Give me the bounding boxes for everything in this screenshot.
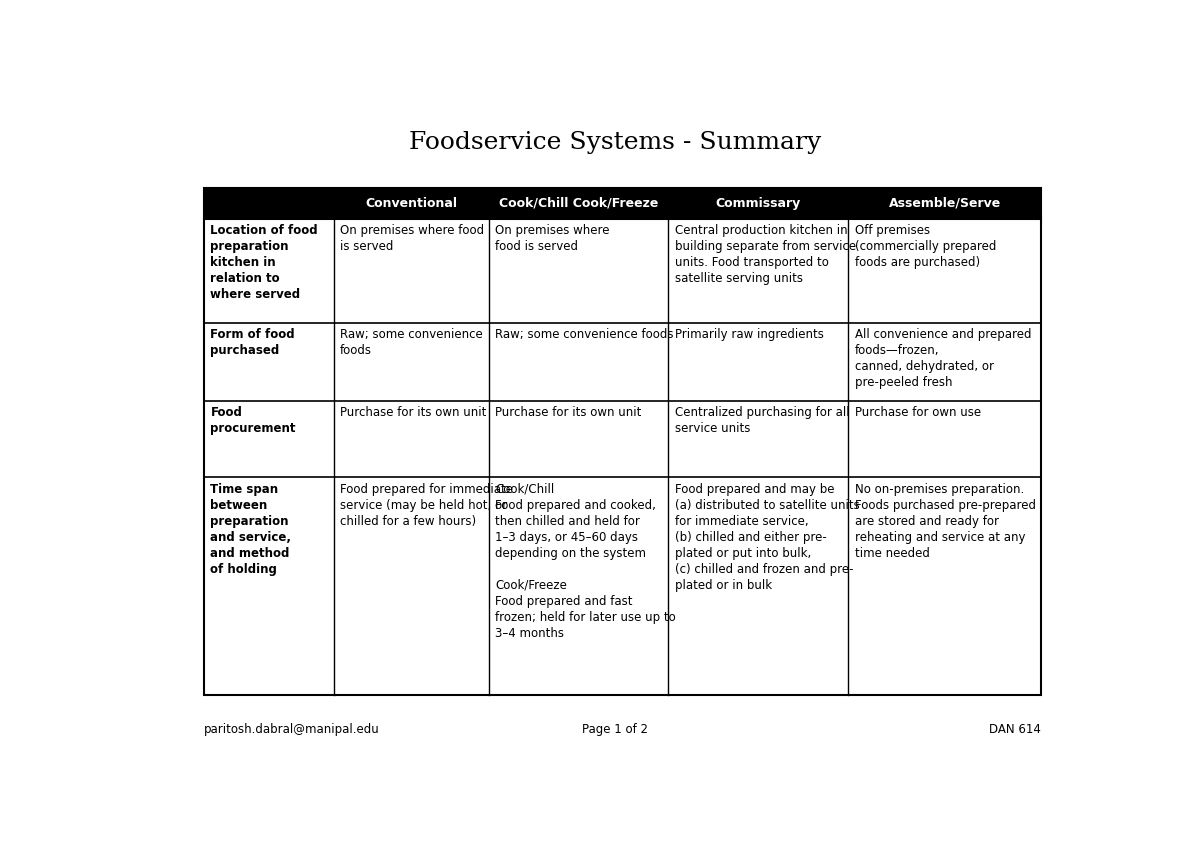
Text: Centralized purchasing for all
service units: Centralized purchasing for all service u… (674, 407, 850, 436)
Text: Purchase for its own unit: Purchase for its own unit (496, 407, 642, 419)
Text: Off premises
(commercially prepared
foods are purchased): Off premises (commercially prepared food… (854, 224, 996, 269)
Text: Raw; some convenience foods: Raw; some convenience foods (496, 328, 673, 340)
Text: Cook/Chill Cook/Freeze: Cook/Chill Cook/Freeze (499, 197, 658, 210)
Text: Conventional: Conventional (365, 197, 457, 210)
Text: All convenience and prepared
foods—frozen,
canned, dehydrated, or
pre-peeled fre: All convenience and prepared foods—froze… (854, 328, 1032, 389)
Text: DAN 614: DAN 614 (989, 723, 1040, 736)
Text: Food prepared and may be
(a) distributed to satellite units
for immediate servic: Food prepared and may be (a) distributed… (674, 482, 859, 592)
Text: Commissary: Commissary (716, 197, 802, 210)
Text: Location of food
preparation
kitchen in
relation to
where served: Location of food preparation kitchen in … (210, 224, 318, 301)
Bar (204, 188, 1040, 695)
Text: Central production kitchen in
building separate from service
units. Food transpo: Central production kitchen in building s… (674, 224, 856, 285)
Text: Foodservice Systems - Summary: Foodservice Systems - Summary (409, 131, 821, 154)
Text: Purchase for own use: Purchase for own use (854, 407, 982, 419)
Text: Raw; some convenience
foods: Raw; some convenience foods (340, 328, 482, 357)
Text: No on-premises preparation.
Foods purchased pre-prepared
are stored and ready fo: No on-premises preparation. Foods purcha… (854, 482, 1036, 559)
Text: Page 1 of 2: Page 1 of 2 (582, 723, 648, 736)
Text: paritosh.dabral@manipal.edu: paritosh.dabral@manipal.edu (204, 723, 379, 736)
Text: Assemble/Serve: Assemble/Serve (888, 197, 1001, 210)
Text: On premises where
food is served: On premises where food is served (496, 224, 610, 253)
Text: Food
procurement: Food procurement (210, 407, 296, 436)
Text: Primarily raw ingredients: Primarily raw ingredients (674, 328, 824, 340)
Text: Form of food
purchased: Form of food purchased (210, 328, 295, 357)
Text: On premises where food
is served: On premises where food is served (340, 224, 485, 253)
Text: Cook/Chill
Food prepared and cooked,
then chilled and held for
1–3 days, or 45–6: Cook/Chill Food prepared and cooked, the… (496, 482, 676, 639)
Text: Food prepared for immediate
service (may be held hot, or
chilled for a few hours: Food prepared for immediate service (may… (340, 482, 514, 527)
Text: Time span
between
preparation
and service,
and method
of holding: Time span between preparation and servic… (210, 482, 292, 576)
Text: Purchase for its own unit: Purchase for its own unit (340, 407, 486, 419)
Bar (204, 188, 1040, 218)
